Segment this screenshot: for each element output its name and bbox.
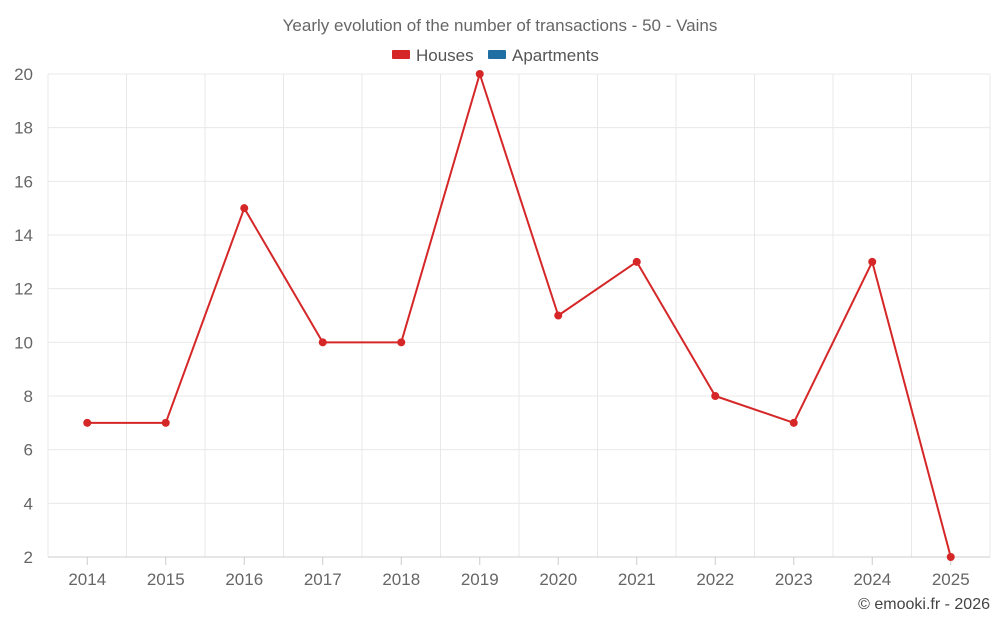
y-tick-label: 10 (14, 333, 33, 352)
chart-title: Yearly evolution of the number of transa… (283, 16, 718, 35)
y-tick-label: 6 (24, 441, 33, 460)
data-point-houses-2018[interactable] (397, 338, 406, 347)
grid (47, 73, 991, 557)
x-tick-label: 2022 (696, 570, 734, 589)
data-point-houses-2025[interactable] (946, 553, 955, 561)
y-tick-label: 2 (24, 548, 33, 567)
series-houses (83, 70, 955, 561)
x-tick-label: 2018 (382, 570, 420, 589)
y-tick-label: 18 (14, 119, 33, 138)
y-tick-label: 20 (14, 65, 33, 84)
data-point-houses-2014[interactable] (83, 418, 92, 427)
legend-label-houses: Houses (416, 46, 474, 65)
legend-item-apartments[interactable]: Apartments (488, 46, 599, 65)
legend-label-apartments: Apartments (512, 46, 599, 65)
legend-item-houses[interactable]: Houses (392, 46, 474, 65)
y-tick-label: 14 (14, 226, 33, 245)
x-tick-label: 2014 (68, 570, 106, 589)
data-point-houses-2021[interactable] (632, 257, 641, 266)
x-tick-label: 2021 (618, 570, 656, 589)
x-tick-label: 2024 (853, 570, 891, 589)
data-point-houses-2015[interactable] (161, 418, 170, 427)
data-point-houses-2017[interactable] (318, 338, 327, 347)
x-tick-label: 2025 (932, 570, 970, 589)
data-point-houses-2016[interactable] (240, 204, 249, 213)
x-tick-label: 2015 (147, 570, 185, 589)
legend-swatch-houses (392, 50, 410, 59)
data-point-houses-2022[interactable] (711, 392, 720, 400)
data-point-houses-2024[interactable] (868, 257, 877, 266)
y-tick-label: 16 (14, 172, 33, 191)
x-axis: 2014 2015 2016 2017 2018 2019 2020 2021 2022 2023… (48, 556, 990, 589)
data-point-houses-2023[interactable] (789, 418, 798, 427)
y-tick-label: 4 (24, 494, 33, 513)
x-tick-label: 2020 (539, 570, 577, 589)
x-tick-label: 2016 (225, 570, 263, 589)
legend-swatch-apartments (488, 50, 506, 59)
data-point-houses-2020[interactable] (554, 311, 563, 320)
y-tick-label: 8 (24, 387, 33, 406)
y-tick-label: 12 (14, 280, 33, 299)
y-axis: 2 4 6 8 10 12 14 16 18 20 (14, 65, 33, 567)
credit-text: © emooki.fr - 2026 (858, 596, 990, 613)
x-tick-label: 2023 (775, 570, 813, 589)
legend: Houses Apartments (392, 46, 599, 65)
series-line-houses (87, 73, 952, 558)
x-tick-label: 2017 (304, 570, 342, 589)
x-tick-label: 2019 (461, 570, 499, 589)
data-point-houses-2019[interactable] (475, 70, 484, 78)
